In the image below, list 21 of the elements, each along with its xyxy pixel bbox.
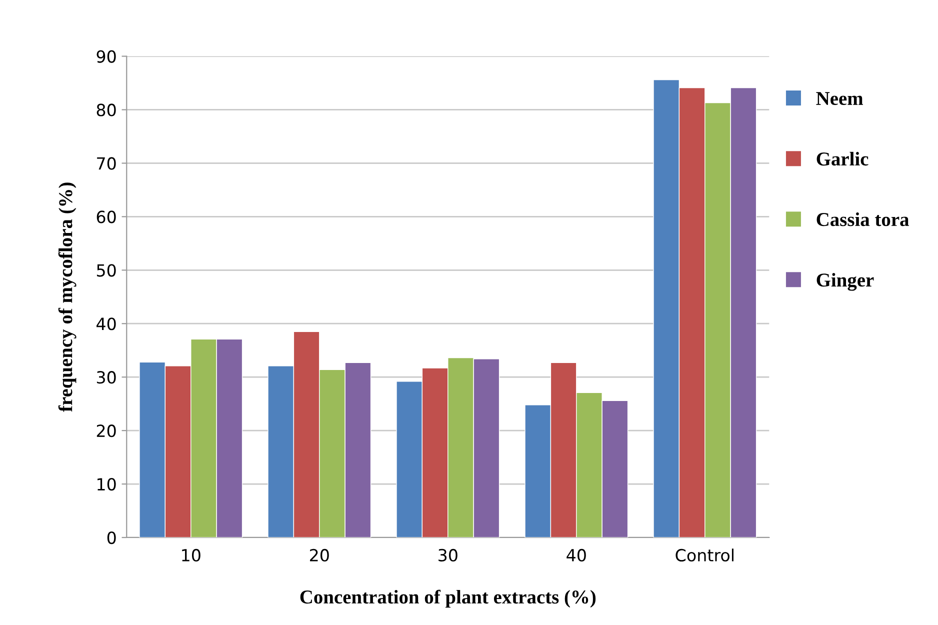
x-tick-label: 10: [182, 548, 200, 562]
y-tick-label: 90: [96, 50, 116, 63]
y-tick-label: 70: [97, 157, 116, 170]
y-axis-title: frequency of mycoflora (%): [58, 182, 76, 412]
y-tick-label: 0: [107, 531, 116, 544]
y-tick-label: 40: [96, 318, 116, 330]
x-tick-label: 20: [310, 548, 329, 562]
y-tick-label: 10: [98, 478, 116, 491]
y-tick-label: 60: [96, 210, 116, 224]
legend-label: Neem: [816, 92, 863, 106]
x-axis-title: Concentration of plant extracts (%): [300, 590, 596, 608]
x-tick-label: 40: [566, 548, 586, 562]
legend-label: Ginger: [816, 272, 874, 291]
y-tick-label: 30: [96, 371, 116, 384]
y-tick-label: 20: [96, 424, 116, 438]
x-tick-label: Control: [676, 548, 734, 562]
x-tick-label: 30: [438, 548, 458, 562]
y-tick-label: 50: [96, 264, 116, 277]
legend-label: Garlic: [816, 152, 868, 166]
y-tick-label: 80: [96, 104, 116, 116]
legend-label: Cassia tora: [816, 212, 909, 226]
